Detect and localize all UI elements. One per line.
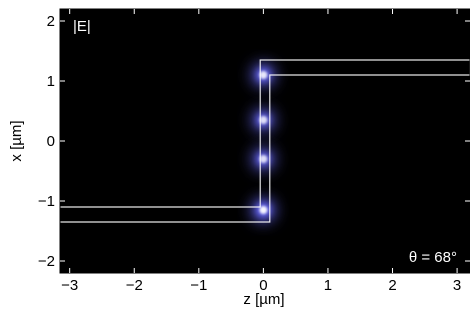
x-tick-label: −2	[126, 277, 143, 294]
x-tick-label: −1	[190, 277, 207, 294]
x-tick-label: 0	[259, 277, 267, 294]
x-tick-label: −3	[61, 277, 78, 294]
field-label: |E|	[73, 18, 91, 35]
x-axis-title: z [µm]	[243, 291, 284, 308]
field-hotspot-core	[259, 155, 268, 163]
field-hotspot-core	[259, 71, 268, 79]
waveguide-outline	[60, 59, 470, 223]
y-tick-label: −1	[38, 193, 55, 210]
field-hotspot-core	[259, 206, 268, 214]
x-tick-label: 3	[453, 277, 461, 294]
y-tick-label: 1	[47, 73, 55, 90]
x-tick-label: 1	[324, 277, 332, 294]
y-tick-label: 0	[47, 133, 55, 150]
tick-label-layer: −3 −2 −1 0 1 2 3 −2 −1 0 1 2	[38, 13, 461, 294]
angle-label: θ = 68°	[409, 249, 457, 266]
waveguide-boundary	[60, 59, 470, 223]
y-tick-label: −2	[38, 253, 55, 270]
tick-layer	[60, 9, 470, 273]
y-tick-label: 2	[47, 13, 55, 30]
x-tick-label: 2	[388, 277, 396, 294]
field-hotspot-core	[259, 116, 268, 124]
y-axis-title: x [µm]	[8, 120, 25, 161]
